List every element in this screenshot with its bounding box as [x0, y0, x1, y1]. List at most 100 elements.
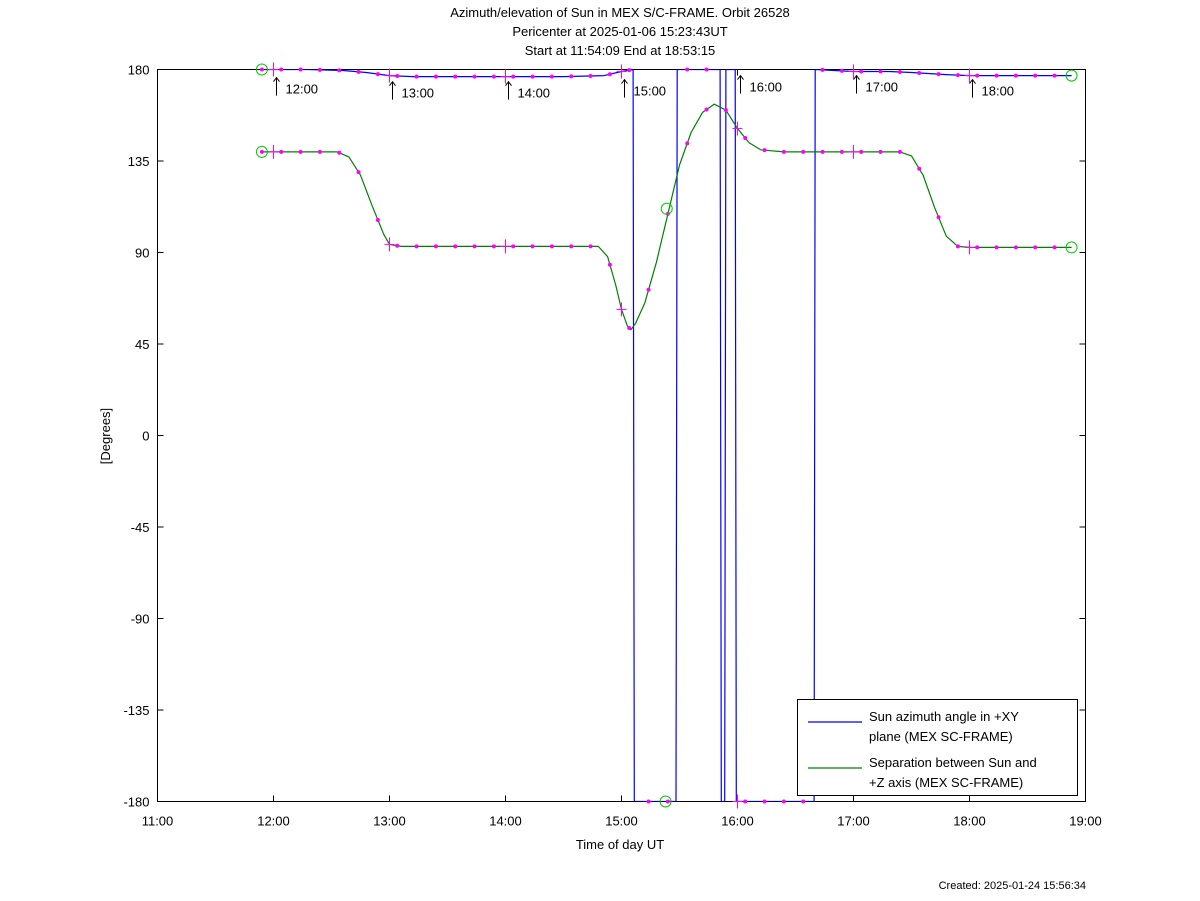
sample-dot: [801, 149, 806, 154]
hour-marker-arrow: [853, 74, 860, 80]
sample-dot: [395, 243, 400, 248]
sample-dot: [723, 108, 728, 113]
sample-dot: [897, 149, 902, 154]
y-tick-label: 45: [135, 337, 149, 352]
legend: Sun azimuth angle in +XY plane (MEX SC-FR…: [797, 699, 1078, 796]
endpoint-marker: [255, 63, 268, 76]
y-tick-label: 90: [135, 246, 149, 261]
hour-marker-arrow: [621, 78, 628, 84]
sample-dot: [704, 67, 709, 72]
y-tick-label: -90: [131, 612, 150, 627]
sample-dot: [530, 74, 535, 79]
sample-dot: [607, 72, 612, 77]
legend-label: Sun azimuth angle in +XY: [869, 709, 1019, 724]
sample-dot: [665, 799, 670, 804]
y-tick-label: -45: [131, 520, 150, 535]
sample-dot: [975, 245, 980, 250]
sample-dot: [356, 170, 361, 175]
sample-dot: [279, 149, 284, 154]
sample-dot: [453, 244, 458, 249]
x-tick-label: 15:00: [605, 814, 638, 829]
chart-title-line: Start at 11:54:09 End at 18:53:15: [525, 43, 716, 58]
sample-dot: [897, 70, 902, 75]
sample-dot: [781, 799, 786, 804]
sample-dot: [588, 73, 593, 78]
sample-dot: [917, 71, 922, 76]
sample-dot: [820, 67, 825, 72]
axis-ticks: [157, 69, 1086, 802]
sample-dot: [1033, 73, 1038, 78]
sample-dot: [491, 244, 496, 249]
endpoint-marker: [255, 145, 268, 158]
sample-dot: [569, 74, 574, 79]
x-tick-label: 18:00: [953, 814, 986, 829]
sample-dot: [878, 69, 883, 74]
sample-dot: [936, 72, 941, 77]
sample-dot: [955, 73, 960, 78]
chart-title: Azimuth/elevation of Sun in MEX S/C-FRAM…: [450, 5, 790, 58]
sample-dot: [356, 69, 361, 74]
hour-markers: 12:00 13:00 14:00 15:00 16:00 17:00 18:00: [273, 74, 1014, 101]
hour-marker-arrow: [505, 80, 512, 86]
sample-dot: [259, 149, 264, 154]
sample-dot: [685, 67, 690, 72]
sample-dot: [530, 244, 535, 249]
endpoint-marker: [1065, 69, 1078, 82]
sample-dot: [801, 799, 806, 804]
sample-dot: [491, 74, 496, 79]
y-tick-label: -135: [123, 703, 149, 718]
sample-dot: [1013, 73, 1018, 78]
sample-dot: [743, 799, 748, 804]
sample-dot: [433, 74, 438, 79]
sample-dot: [259, 67, 264, 72]
sample-dot: [298, 67, 303, 72]
series-dots: [255, 62, 1078, 809]
sample-dot: [1033, 245, 1038, 250]
sample-dot: [646, 287, 651, 292]
series-line: [261, 103, 1072, 331]
y-tick-labels: 180 135 90 45 0 -45 -90 -135 -180: [123, 63, 149, 810]
sample-dot: [994, 245, 999, 250]
sample-dot: [820, 149, 825, 154]
sample-dot: [607, 262, 612, 267]
sample-dot: [685, 141, 690, 146]
series-layer: [261, 69, 1072, 802]
sample-dot: [781, 149, 786, 154]
sample-dot: [704, 107, 709, 112]
legend-box: [797, 699, 1078, 796]
hour-marker-label: 14:00: [518, 86, 551, 101]
y-tick-label: 135: [128, 154, 150, 169]
hour-marker-arrow: [737, 74, 744, 80]
sample-dot: [975, 73, 980, 78]
created-footer: Created: 2025-01-24 15:56:34: [939, 880, 1086, 892]
x-tick-label: 13:00: [373, 814, 406, 829]
y-tick-label: 180: [128, 63, 150, 78]
sample-dot: [839, 68, 844, 73]
sample-dot: [375, 72, 380, 77]
sample-dot: [298, 149, 303, 154]
sample-dot: [317, 67, 322, 72]
sample-dot: [317, 149, 322, 154]
sample-dot: [549, 244, 554, 249]
sample-dot: [588, 244, 593, 249]
y-tick-label: -180: [123, 795, 149, 810]
hour-marker-label: 13:00: [402, 86, 435, 101]
y-tick-label: 0: [142, 429, 149, 444]
sample-dot: [549, 74, 554, 79]
legend-label: plane (MEX SC-FRAME): [869, 729, 1013, 744]
chart-title-line: Pericenter at 2025-01-06 15:23:43UT: [512, 24, 727, 39]
sample-dot: [569, 244, 574, 249]
hour-marker-arrow: [273, 76, 280, 82]
sample-dot: [743, 135, 748, 140]
sample-dot: [762, 799, 767, 804]
x-axis-label: Time of day UT: [576, 837, 664, 852]
hour-marker-arrow: [389, 80, 396, 86]
sample-dot: [1052, 73, 1057, 78]
sample-dot: [511, 244, 516, 249]
chart-title-line: Azimuth/elevation of Sun in MEX S/C-FRAM…: [450, 5, 790, 20]
hour-marker-label: 16:00: [750, 80, 783, 95]
sample-dot: [955, 244, 960, 249]
sample-dot: [453, 74, 458, 79]
x-tick-label: 19:00: [1069, 814, 1102, 829]
sample-dot: [511, 74, 516, 79]
